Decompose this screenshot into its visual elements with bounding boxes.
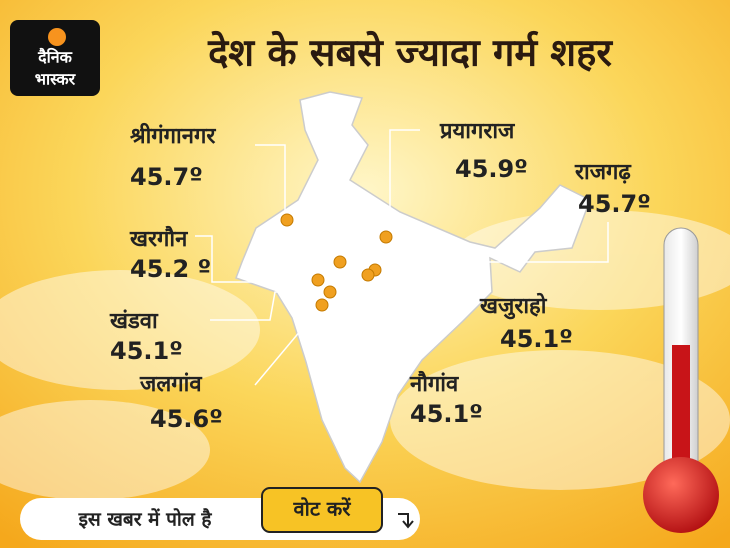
leader-line <box>389 129 420 235</box>
city-dot <box>315 298 329 312</box>
thermometer-mercury <box>672 345 690 480</box>
city-temperature: 45.2 º <box>130 255 211 283</box>
logo-sun <box>48 28 66 46</box>
city-temperature: 45.6º <box>150 405 223 433</box>
city-name: श्रीगंगानगर <box>130 122 216 149</box>
leader-line <box>255 144 286 220</box>
city-name: नौगांव <box>409 370 459 397</box>
logo-text: दैनिक <box>37 48 73 67</box>
city-dot <box>311 273 325 287</box>
city-name: खरगौन <box>129 225 188 252</box>
city-name: प्रयागराज <box>439 119 516 144</box>
city-name: खंडवा <box>109 309 159 334</box>
poll-arrow <box>398 513 414 529</box>
city-name: खजुराहो <box>479 292 548 320</box>
thermometer-bulb <box>643 457 719 533</box>
leader-line <box>254 304 323 386</box>
city-temperature: 45.1º <box>500 325 573 353</box>
leader-line <box>340 222 609 263</box>
leader-line <box>210 291 330 321</box>
city-dot <box>361 268 375 282</box>
title: देश के सबसे ज्यादा गर्म शहर <box>207 31 613 75</box>
india-map <box>235 91 591 484</box>
vote-button-label[interactable]: वोट करें <box>293 497 352 521</box>
city-dot <box>379 230 393 244</box>
city-dot <box>333 255 347 269</box>
vote-button[interactable] <box>261 487 383 533</box>
city-temperature: 45.1º <box>410 400 483 428</box>
city-dot <box>323 285 337 299</box>
city-name: जलगांव <box>139 372 202 397</box>
leader-line <box>195 235 318 283</box>
logo <box>10 20 100 96</box>
city-temperature: 45.7º <box>578 190 651 218</box>
city-temperature: 45.1º <box>110 337 183 365</box>
city-name: राजगढ़ <box>574 160 632 185</box>
logo-text: भास्कर <box>35 70 77 89</box>
city-temperature: 45.7º <box>130 163 203 191</box>
leader-line <box>367 275 400 381</box>
city-temperature: 45.9º <box>455 155 528 183</box>
poll-text: इस खबर में पोल है <box>78 508 213 531</box>
leader-line <box>374 269 470 306</box>
city-dot <box>280 213 294 227</box>
